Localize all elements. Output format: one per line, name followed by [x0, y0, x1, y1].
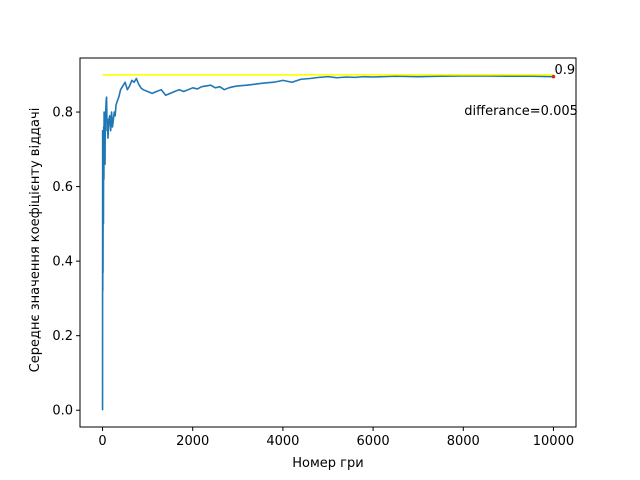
x-tick-label: 6000	[357, 434, 390, 449]
end-marker	[551, 74, 556, 79]
x-tick-label: 0	[98, 434, 106, 449]
y-axis-label: Середнє значення коефіцієнту віддачі	[28, 108, 43, 373]
y-tick-label: 0.2	[52, 329, 73, 344]
plot-frame	[79, 57, 577, 428]
x-tick-label: 8000	[447, 434, 480, 449]
ticks-layer: 0 2000 4000 6000 8000 10000 0.0 0.2 0.4 0.6 0.8	[52, 106, 574, 449]
x-tick-label: 10000	[533, 434, 574, 449]
series-layer	[101, 73, 556, 411]
annotation-layer: 0.9 differance=0.005	[464, 63, 578, 119]
x-tick-label: 2000	[176, 434, 209, 449]
y-tick-label: 0.6	[52, 180, 73, 195]
annotation-text: differance=0.005	[464, 104, 578, 119]
y-tick-label: 0.0	[52, 404, 73, 419]
series-line-1	[101, 75, 554, 411]
annotation-text: 0.9	[554, 63, 575, 78]
plot-area	[79, 57, 577, 428]
x-axis-label: Номер гри	[292, 456, 363, 471]
y-tick-label: 0.4	[52, 255, 73, 270]
x-tick-label: 4000	[266, 434, 299, 449]
y-tick-label: 0.8	[52, 106, 73, 121]
